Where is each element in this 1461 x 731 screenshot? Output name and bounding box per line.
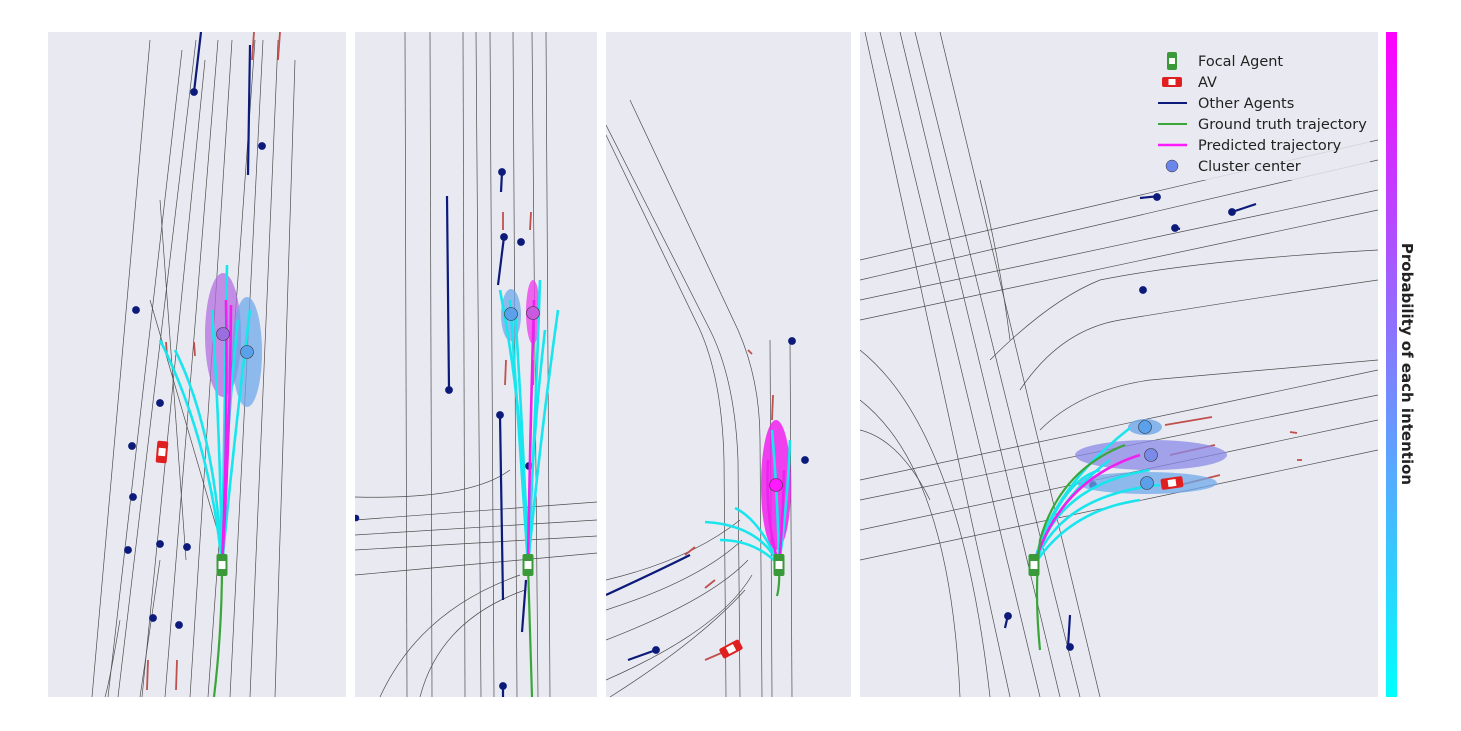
focal-agent-car xyxy=(522,554,534,576)
av-car xyxy=(1160,476,1184,490)
legend-label-av: AV xyxy=(1198,75,1217,91)
av-car xyxy=(719,639,743,659)
focal-agent-car xyxy=(773,554,785,576)
scene-panel-3 xyxy=(606,32,851,697)
scene-panel-4: Focal Agent AV Other Agents Ground truth… xyxy=(860,32,1378,697)
cluster-centers xyxy=(769,478,783,492)
scene-panel-1 xyxy=(48,32,346,697)
colorbar-label: Probability of each intention xyxy=(1398,243,1416,485)
focal-agent-car xyxy=(216,554,228,576)
legend-cluster-center-swatch xyxy=(1165,159,1179,173)
colorbar-gradient xyxy=(1386,32,1397,697)
other-agents xyxy=(606,337,809,662)
legend-av-icon xyxy=(1162,77,1182,87)
legend-focal-agent-icon xyxy=(1167,52,1177,70)
panel-background xyxy=(355,32,597,697)
cluster-centers xyxy=(504,306,540,321)
legend-label-other-agents: Other Agents xyxy=(1198,96,1294,112)
panel-background xyxy=(606,32,851,697)
ground-truth-trajectory xyxy=(526,564,534,697)
heading-arrows xyxy=(146,32,281,691)
cluster-centers xyxy=(216,327,254,359)
lane-lines xyxy=(606,99,793,697)
ground-truth-trajectory xyxy=(212,564,224,697)
predicted-trajectories xyxy=(158,264,252,566)
lane-lines xyxy=(355,32,597,697)
predicted-trajectories xyxy=(498,279,560,566)
legend: Focal Agent AV Other Agents Ground truth… xyxy=(1150,44,1370,180)
scene-panel-2 xyxy=(355,32,597,697)
other-agents xyxy=(124,32,266,629)
legend-label-focal-agent: Focal Agent xyxy=(1198,54,1283,70)
ground-truth-trajectory xyxy=(1035,443,1126,651)
legend-label-cluster-center: Cluster center xyxy=(1198,159,1301,175)
cluster-centers xyxy=(1138,420,1158,490)
focal-agent-car xyxy=(1028,554,1040,576)
colorbar: Probability of each intention xyxy=(1386,32,1416,697)
legend-box xyxy=(1150,44,1370,180)
legend-label-predicted: Predicted trajectory xyxy=(1198,138,1342,154)
other-agents xyxy=(355,168,533,697)
legend-label-ground-truth: Ground truth trajectory xyxy=(1198,117,1367,133)
panel-background xyxy=(48,32,346,697)
av-car xyxy=(155,440,169,464)
